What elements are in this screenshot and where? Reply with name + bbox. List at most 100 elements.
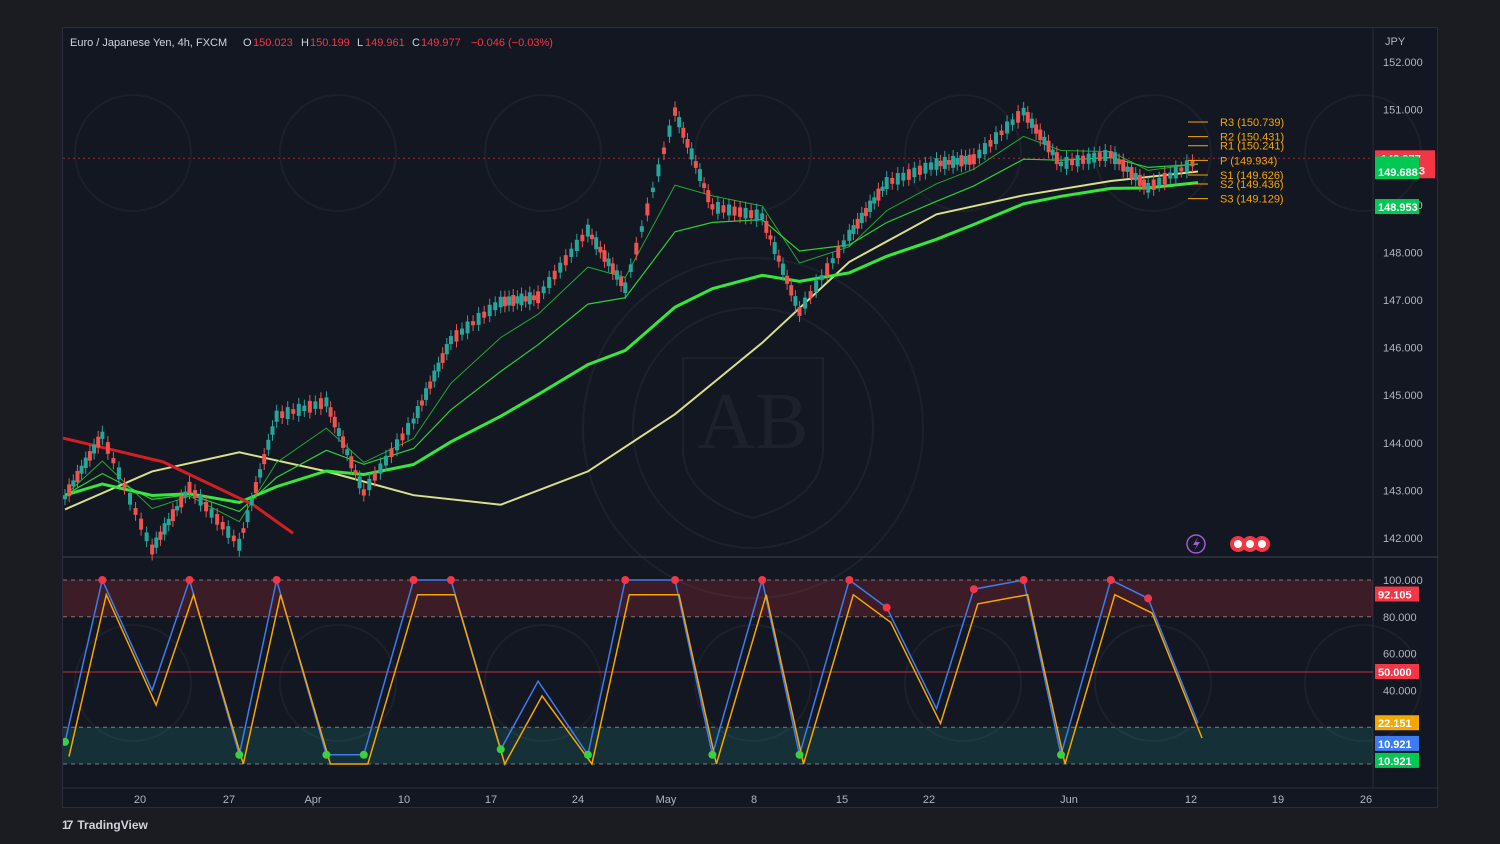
candle-body [419, 400, 424, 406]
candle-body [128, 492, 133, 505]
lightning-icon[interactable] [1186, 534, 1206, 554]
candle-body [498, 296, 503, 308]
candle-body [367, 478, 372, 491]
time-tick-label: 8 [751, 794, 757, 806]
candle-body [187, 481, 192, 494]
chart-plot: R3 (150.739) R2 (150.431)R1 (150.241) P (1… [63, 57, 1435, 806]
candle-body [1075, 155, 1080, 167]
candle-body [249, 498, 254, 506]
candle-body [395, 439, 399, 451]
osc-signal-dot [272, 576, 281, 584]
tradingview-brand: TradingView [77, 818, 148, 832]
candle-body [400, 433, 405, 441]
candle-body [942, 156, 947, 169]
candle-body [789, 285, 794, 296]
candle-body [1081, 155, 1086, 164]
candle-body [116, 467, 121, 480]
pivot-label: S2 (149.436) [1220, 179, 1284, 191]
candle-body [754, 209, 759, 221]
candle-body [436, 362, 441, 372]
candle-body [266, 439, 271, 450]
candle-body [133, 508, 138, 515]
ema-ribbon-line-2 [64, 156, 1199, 513]
candle-body [1121, 159, 1126, 172]
osc-signal-dot [359, 750, 368, 759]
candle-body [1179, 167, 1184, 172]
candle-body [541, 286, 546, 294]
price-tick-label: 142.000 [1383, 533, 1423, 545]
candle-body [650, 187, 655, 193]
candle-body [1092, 152, 1097, 163]
candle-body [628, 264, 633, 272]
candle-body [706, 190, 711, 203]
ema-long-line [64, 170, 1199, 511]
tradingview-mark: 17 [62, 818, 73, 832]
candle-body [424, 388, 429, 400]
candle-body [606, 258, 611, 267]
candle-body [75, 470, 80, 483]
candle-body [912, 167, 917, 178]
candle-body [154, 537, 159, 548]
candle-body [895, 173, 900, 185]
candle-body [619, 276, 624, 287]
candle-body [361, 489, 366, 496]
candle-body [237, 538, 242, 551]
candle-body [507, 296, 512, 306]
candle-body [776, 255, 781, 262]
candle-body [677, 117, 682, 128]
candle-body [179, 495, 184, 508]
candle-body [710, 204, 715, 210]
osc-value-tag [1375, 664, 1419, 679]
candle-body [67, 484, 72, 497]
chart-canvas[interactable]: AB Euro / Japanese Yen, 4h, FXCM O 150.0… [63, 28, 1439, 809]
candle-body [63, 495, 67, 500]
close-label: C [412, 37, 420, 49]
time-tick-label: 22 [923, 794, 935, 806]
candle-body [876, 188, 881, 201]
candle-body [1046, 140, 1051, 153]
candle-body [793, 296, 798, 306]
candle-body [602, 250, 607, 262]
candle-body [209, 508, 214, 518]
candle-body [460, 328, 465, 335]
candle-body [1070, 158, 1075, 166]
candle-body [313, 401, 318, 409]
ema-ribbon-line-3 [64, 181, 1199, 505]
candle-body [946, 160, 951, 165]
osc-signal-dot [795, 750, 804, 759]
candle-body [383, 455, 388, 466]
osc-signal-dot [446, 576, 455, 584]
candle-body [971, 154, 976, 165]
candle-body [836, 246, 841, 259]
osc-value-text: 92.105 [1378, 590, 1412, 602]
candle-body [727, 204, 731, 216]
low-value: 149.961 [365, 37, 405, 49]
candle-body [198, 495, 203, 506]
osc-signal-dot [322, 750, 331, 759]
candle-body [1029, 118, 1034, 128]
price-tick-label: 144.000 [1383, 438, 1423, 450]
candle-body [967, 154, 972, 165]
symbol-legend[interactable]: Euro / Japanese Yen, 4h, FXCM O 150.023 … [70, 37, 553, 49]
osc-signal-dot [409, 576, 418, 584]
candle-body [523, 296, 528, 302]
candle-body [993, 132, 998, 144]
candle-body [162, 523, 167, 535]
time-tick-label: 12 [1185, 794, 1197, 806]
price-tag [1375, 164, 1419, 180]
candle-body [743, 207, 748, 219]
candle-body [274, 410, 279, 422]
tradingview-logo[interactable]: 17 TradingView [62, 818, 148, 832]
target-icon[interactable] [1230, 536, 1270, 552]
candle-body [1117, 159, 1122, 165]
candle-body [906, 169, 911, 180]
time-tick-label: 19 [1272, 794, 1284, 806]
osc-signal-dot [845, 576, 854, 584]
candle-body [1005, 121, 1010, 134]
candle-body [1157, 177, 1162, 186]
candle-body [536, 291, 541, 304]
candle-body [673, 107, 678, 116]
osc-signal-dot [671, 576, 680, 584]
osc-signal-dot [969, 585, 978, 594]
osc-signal-dot [63, 737, 69, 746]
